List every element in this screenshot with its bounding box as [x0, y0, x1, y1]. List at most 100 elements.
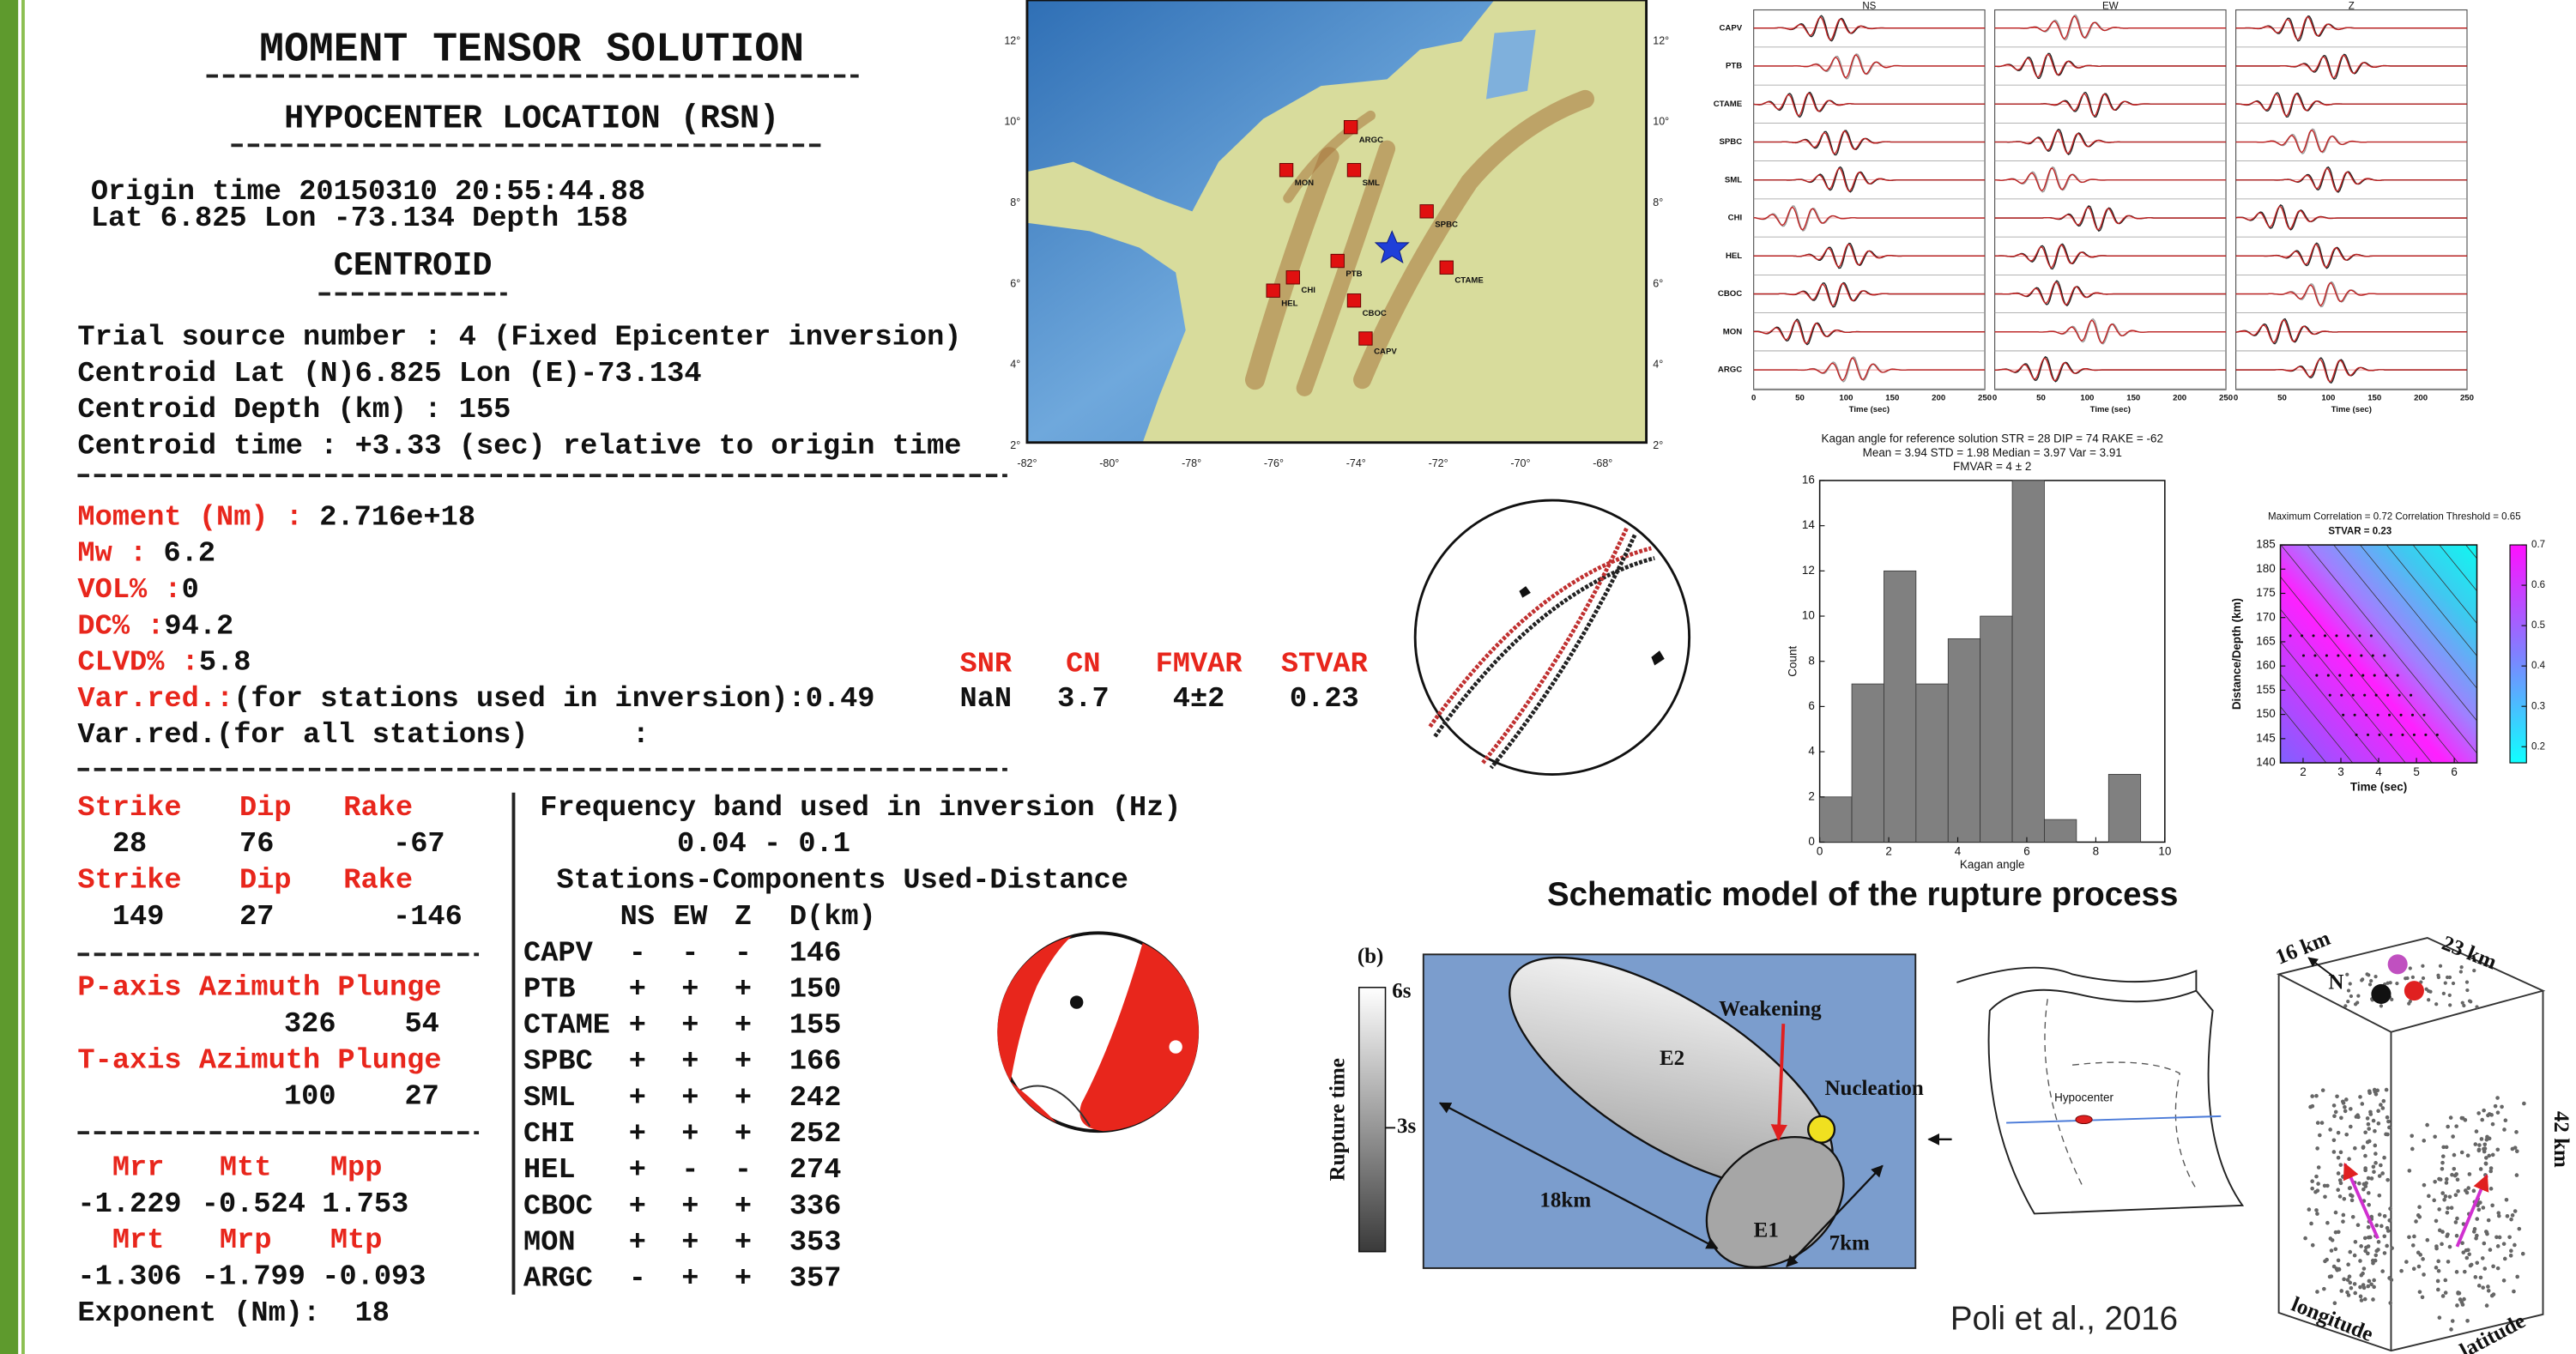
origin-location: Lat 6.825 Lon -73.134 Depth 158: [91, 202, 628, 235]
station-header: Z: [735, 901, 752, 934]
aftershock: [2449, 1327, 2453, 1332]
station-cell: +: [629, 1010, 646, 1043]
aftershock: [2371, 1297, 2375, 1302]
aftershock: [2336, 1258, 2341, 1263]
plane-value: 76: [239, 828, 274, 861]
station-cell: +: [681, 1263, 698, 1296]
parameter-value: 0: [182, 574, 199, 607]
aftershock: [2379, 1103, 2383, 1107]
aftershock: [2488, 1248, 2493, 1252]
aftershock: [2482, 1149, 2487, 1154]
aftershock: [2427, 988, 2431, 994]
aftershock: [2520, 1251, 2525, 1256]
aftershock: [2343, 1109, 2348, 1114]
tensor-value: -0.524: [202, 1188, 305, 1221]
x-tick-label: 5: [2413, 765, 2419, 778]
solution-dot: [2353, 713, 2356, 716]
aftershock: [2367, 1235, 2373, 1240]
annotation: Weakening: [1719, 997, 1822, 1020]
aftershock: [2349, 1198, 2355, 1203]
mountains: [1296, 140, 1396, 396]
station-marker: [1330, 253, 1345, 269]
waveform: [1753, 357, 1986, 381]
aftershock: [2460, 1000, 2464, 1005]
aftershock: [2437, 1176, 2441, 1182]
nucleation-point: [1807, 1115, 1836, 1144]
solution-dot: [2361, 674, 2365, 677]
slip-arrow: [2343, 1162, 2379, 1240]
aftershock: [2433, 1134, 2437, 1139]
aftershock: [2347, 1157, 2351, 1162]
aftershock: [2385, 1115, 2390, 1120]
aftershock: [2373, 1253, 2379, 1258]
aftershock: [2455, 1216, 2459, 1221]
station-cell: CBOC: [523, 1190, 593, 1223]
contour-line: [2280, 674, 2354, 764]
aftershock: [2481, 1285, 2485, 1290]
time-tick: 50: [2036, 393, 2046, 402]
aftershock: [2484, 1230, 2489, 1235]
aftershock: [2329, 1248, 2334, 1253]
y-tick-label: 6: [1808, 699, 1815, 712]
y-tick-label: 145: [2256, 731, 2275, 744]
aftershock: [2497, 1235, 2502, 1240]
aftershock: [2433, 1179, 2437, 1184]
solution-dot: [2313, 654, 2317, 657]
colorbar-label: Rupture time: [1326, 1058, 1349, 1181]
aftershock: [2427, 1194, 2431, 1199]
y-tick-label: 14: [1802, 518, 1815, 531]
station-label: PTB: [1345, 269, 1362, 279]
station-cell: -: [735, 937, 752, 970]
parameter-label: CLVD% :: [77, 647, 198, 680]
centroid-line: Centroid time : +3.33 (sec) relative to …: [77, 430, 961, 462]
aftershock: [2496, 1211, 2501, 1215]
aftershock: [2410, 975, 2415, 979]
aftershock: [2345, 972, 2349, 976]
station-cell: ARGC: [523, 1263, 593, 1296]
aftershock: [2407, 1001, 2411, 1006]
waveform: [1753, 92, 1986, 117]
lon-label: -74°: [1346, 457, 1366, 469]
aftershock: [2443, 981, 2447, 985]
aftershock: [2382, 1214, 2387, 1218]
aftershock: [2379, 1163, 2383, 1168]
aftershock: [2410, 1146, 2415, 1152]
plane-value: 149: [112, 901, 165, 934]
aftershock: [2349, 1193, 2353, 1197]
station-cell: -: [629, 937, 646, 970]
lon-label: -68°: [1593, 457, 1612, 469]
contour-line: [2280, 705, 2327, 764]
solution-dot: [2358, 634, 2361, 638]
aftershock: [2377, 1193, 2382, 1198]
chart-title: Kagan angle for reference solution STR =…: [1822, 432, 2163, 444]
aftershock: [2437, 1315, 2442, 1320]
aftershock: [2385, 1243, 2389, 1248]
quality-value: 4±2: [1173, 683, 1225, 716]
waveform: [2235, 282, 2467, 306]
axis-value: 27: [404, 1081, 438, 1114]
aftershock: [2495, 1266, 2500, 1271]
plane-header: Rake: [343, 865, 413, 898]
aftershock: [2314, 1093, 2319, 1098]
x-tick-label: 2: [2300, 765, 2307, 778]
fault-plane-solutions: [1489, 534, 1637, 770]
axis-value: 326: [284, 1008, 336, 1041]
station-cell: HEL: [523, 1154, 576, 1187]
solution-dot: [2388, 713, 2392, 716]
panel-label: (b): [1358, 945, 1384, 968]
contour-line: [2439, 545, 2477, 592]
aftershock: [2460, 1241, 2464, 1245]
station-cell: -: [629, 1263, 646, 1296]
parameter: Var.red.:(for stations used in inversion…: [77, 683, 874, 716]
aftershock: [2386, 1119, 2391, 1124]
station-label: CHI: [1728, 214, 1743, 223]
aftershock: [2515, 1274, 2519, 1279]
aftershock: [2371, 1164, 2376, 1170]
aftershock: [2333, 1109, 2338, 1115]
axis-value: 100: [284, 1081, 336, 1114]
plane-value: 27: [239, 901, 274, 934]
aftershock: [2335, 1267, 2340, 1272]
y-tick-label: 150: [2256, 707, 2275, 720]
aftershock: [2486, 1113, 2490, 1118]
aftershock: [2356, 994, 2361, 998]
